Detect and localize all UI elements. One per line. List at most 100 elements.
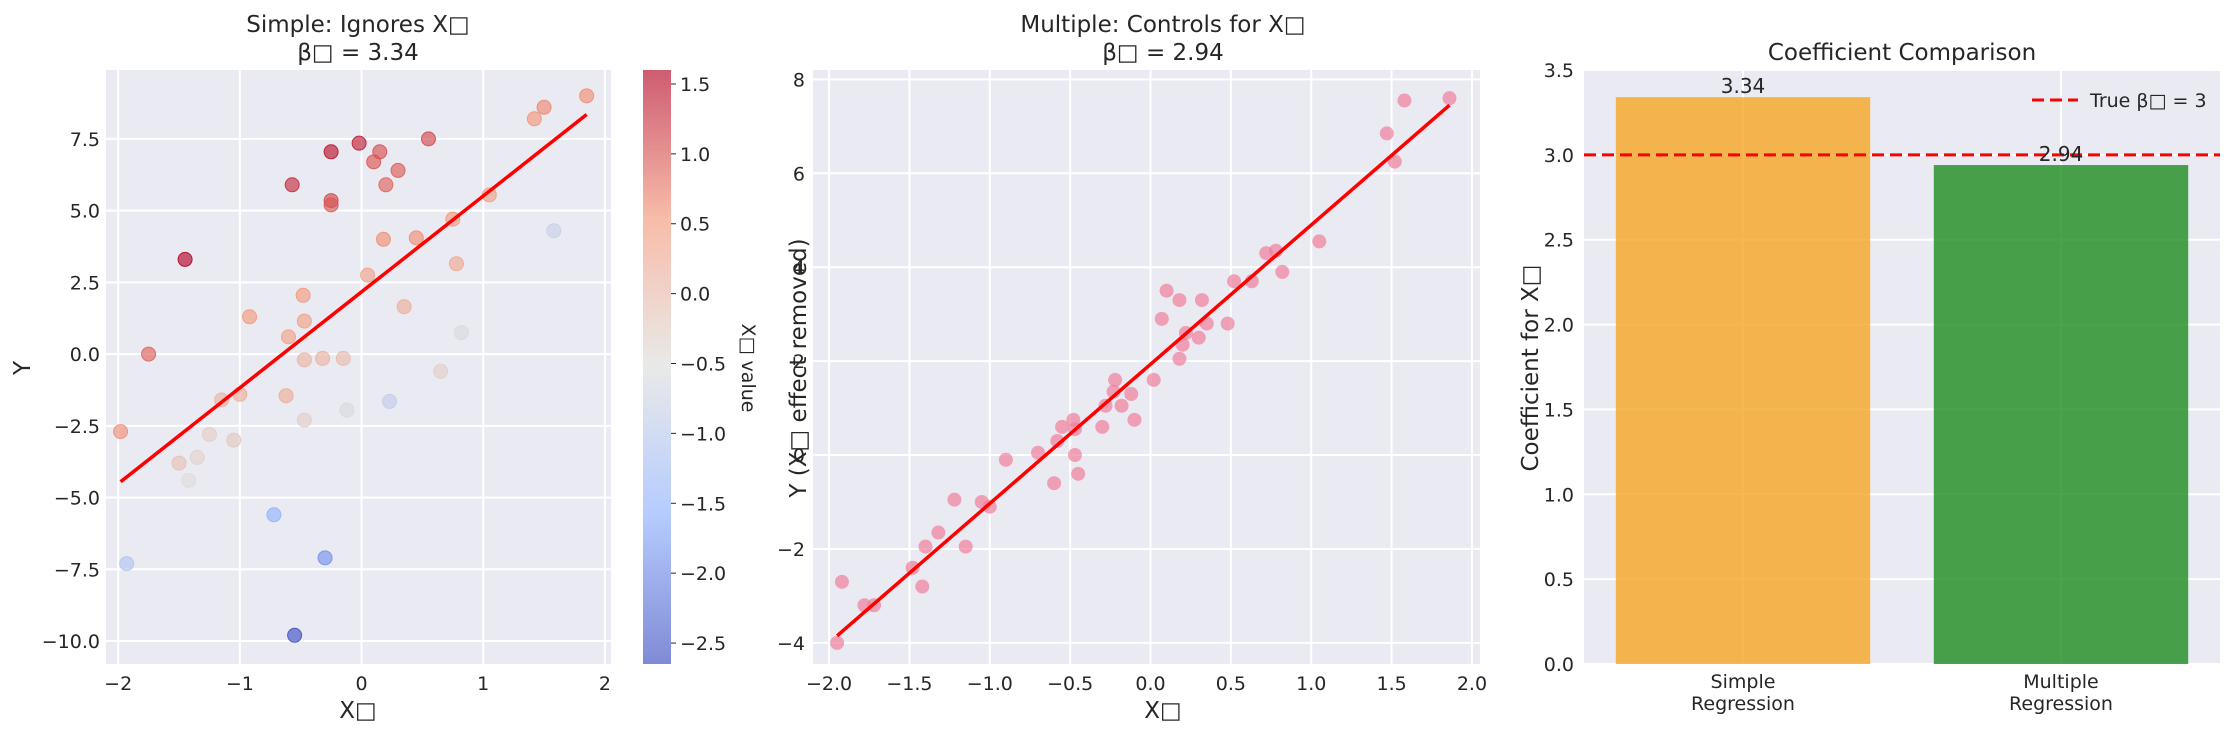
scatter-point <box>408 230 424 246</box>
scatter-point <box>284 177 300 193</box>
x-tick-label: 0 <box>355 673 367 695</box>
y-tick-label: 0.5 <box>1544 569 1574 591</box>
y-tick-label: 1.0 <box>1544 484 1574 506</box>
colorbar-tick-label: 0.0 <box>680 284 710 306</box>
chart-title-line1: Multiple: Controls for X□ <box>1020 12 1305 38</box>
x-tick-label: −1.0 <box>967 673 1013 695</box>
bar-value-label: 2.94 <box>2039 142 2084 166</box>
scatter-point <box>278 388 294 404</box>
y-tick-label: 3.5 <box>1544 60 1574 82</box>
colorbar-tick-label: −1.5 <box>680 493 726 515</box>
scatter-point <box>339 402 355 418</box>
y-tick-label: 1.5 <box>1544 399 1574 421</box>
scatter-point <box>958 539 973 554</box>
scatter-point <box>1124 387 1139 401</box>
legend-label: True β□ = 3 <box>2089 90 2207 112</box>
y-tick-label: 0 <box>793 445 805 467</box>
y-tick-label: 0.0 <box>1544 654 1574 676</box>
scatter-point <box>1379 126 1394 141</box>
x-tick-label: −1 <box>226 673 254 695</box>
x-tick-label: Regression <box>1691 693 1795 715</box>
colorbar-tick-label: 1.5 <box>680 74 710 96</box>
bar <box>1615 97 1871 664</box>
scatter-point <box>1442 91 1457 106</box>
y-axis-label: Y <box>10 360 36 376</box>
scatter-point <box>1067 448 1082 463</box>
simple-regression-panel: −2 −1 0 1 2 −10.0 −7.5 −5.0 −2.5 0.0 2.5 5.0 7.5 Si… <box>10 12 759 724</box>
scatter-point <box>1108 372 1123 387</box>
scatter-point <box>1227 274 1242 289</box>
scatter-point <box>201 426 217 442</box>
bar-value-label: 3.34 <box>1721 74 1766 98</box>
x-tick-label: −2 <box>104 673 132 695</box>
x-tick-label: −0.5 <box>1047 673 1093 695</box>
scatter-point <box>1114 398 1129 413</box>
bar <box>1933 165 2189 665</box>
y-tick-labels: −10.0 −7.5 −5.0 −2.5 0.0 2.5 5.0 7.5 <box>42 129 100 653</box>
scatter-point <box>546 223 562 239</box>
scatter-point <box>242 309 258 325</box>
scatter-point <box>579 88 595 104</box>
scatter-point <box>1159 283 1174 298</box>
scatter-point <box>323 144 339 160</box>
scatter-point <box>315 350 331 366</box>
scatter-point <box>317 550 333 566</box>
y-tick-label: 2.0 <box>1544 315 1574 337</box>
scatter-point <box>1146 372 1161 387</box>
scatter-point <box>141 346 157 362</box>
scatter-point <box>453 325 469 341</box>
scatter-point <box>119 556 135 572</box>
scatter-point <box>1172 293 1187 308</box>
y-tick-label: 5.0 <box>70 201 100 223</box>
x-tick-label: 1.0 <box>1296 673 1326 695</box>
colorbar-tick-labels: −2.5 −2.0 −1.5 −1.0 −0.5 0.0 0.5 1.0 1.5 <box>671 74 726 655</box>
x-tick-label: 1.5 <box>1376 673 1406 695</box>
scatter-point <box>1095 419 1110 434</box>
y-tick-label: −7.5 <box>54 559 100 581</box>
regression-line <box>119 113 588 484</box>
scatter-point <box>351 135 367 151</box>
scatter-point <box>420 131 436 147</box>
scatter-point <box>396 299 412 315</box>
colorbar-tick-label: −2.0 <box>680 563 726 585</box>
scatter-point <box>931 525 946 540</box>
x-tick-label: −2.0 <box>806 673 852 695</box>
colorbar-tick-label: −0.5 <box>680 354 726 376</box>
multiple-regression-panel: −2.0 −1.5 −1.0 −0.5 0.0 0.5 1.0 1.5 2.0 −4 −2 0 2 4 6… <box>777 12 1487 724</box>
chart-title-line1: Simple: Ignores X□ <box>246 12 470 38</box>
scatter-point <box>1191 330 1206 345</box>
scatter-point <box>1312 234 1327 249</box>
scatter-point <box>266 507 282 523</box>
y-tick-label: 2.5 <box>1544 230 1574 252</box>
chart-title-line2: β□ = 3.34 <box>297 40 419 66</box>
y-tick-label: 7.5 <box>70 129 100 151</box>
colorbar-tick-label: −2.5 <box>680 633 726 655</box>
scatter-point <box>536 99 552 115</box>
scatter-point <box>915 579 930 594</box>
x-tick-label: 2.0 <box>1457 673 1487 695</box>
y-tick-labels: −4 −2 0 2 4 6 8 <box>777 69 805 654</box>
scatter-point <box>281 329 297 345</box>
scatter-point <box>360 267 376 283</box>
scatter-point <box>378 177 394 193</box>
chart-title-line2: β□ = 2.94 <box>1102 40 1224 66</box>
scatter-point <box>982 499 997 514</box>
scatter-point <box>1031 445 1046 460</box>
scatter-point <box>830 635 845 650</box>
colorbar-tick-label: −1.0 <box>680 423 726 445</box>
x-axis-label: X□ <box>1144 698 1182 724</box>
y-tick-label: −4 <box>777 633 805 655</box>
scatter-point <box>1397 93 1412 108</box>
x-tick-label: Regression <box>2009 693 2113 715</box>
scatter-point <box>433 363 449 379</box>
scatter-point <box>1047 476 1062 491</box>
y-tick-label: −2 <box>777 539 805 561</box>
x-tick-label: 1 <box>477 673 489 695</box>
scatter-point <box>1275 264 1290 279</box>
scatter-point <box>189 449 205 465</box>
y-tick-labels: 0.0 0.5 1.0 1.5 2.0 2.5 3.0 3.5 <box>1544 60 1574 676</box>
scatter-point <box>177 251 193 267</box>
colorbar: −2.5 −2.0 −1.5 −1.0 −0.5 0.0 0.5 1.0 1.5 X□ valu… <box>643 70 759 664</box>
bars <box>1615 97 2189 665</box>
